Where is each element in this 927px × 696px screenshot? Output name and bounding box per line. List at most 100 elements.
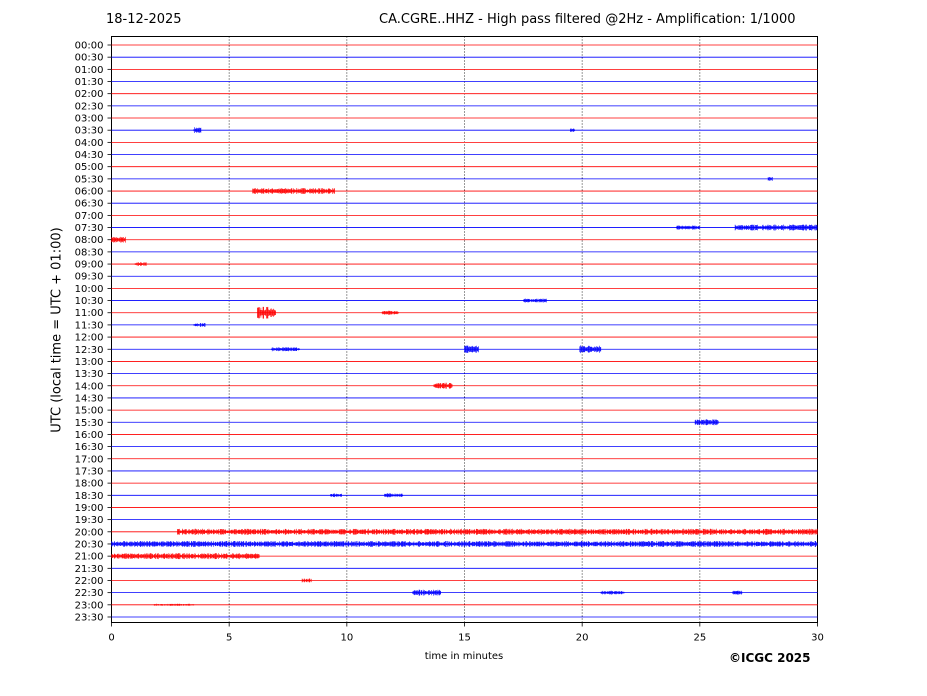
seismic-event <box>252 188 335 194</box>
y-tick-label: 02:00 <box>75 89 104 100</box>
trace-row <box>111 589 818 596</box>
trace-row <box>111 493 818 498</box>
y-tick-label: 22:00 <box>75 576 104 587</box>
y-tick-label: 01:00 <box>75 65 104 76</box>
y-tick-label: 11:30 <box>75 320 104 331</box>
trace-row <box>111 262 818 266</box>
y-tick-label: 17:30 <box>75 466 104 477</box>
trace-row <box>111 306 818 319</box>
seismic-event <box>412 589 441 596</box>
y-tick-label: 10:00 <box>75 284 104 295</box>
x-tick-labels: 0 5 10 15 20 25 30 <box>108 622 824 644</box>
trace-row <box>111 382 818 389</box>
y-tick-label: 19:30 <box>75 515 104 526</box>
seismic-event <box>330 493 342 498</box>
trace-row <box>111 603 818 606</box>
seismic-event <box>271 347 300 352</box>
y-tick-label: 08:30 <box>75 247 104 258</box>
y-tick-label: 03:30 <box>75 126 104 137</box>
y-tick-label: 21:00 <box>75 552 104 563</box>
y-tick-label: 21:30 <box>75 564 104 575</box>
y-tick-label: 02:30 <box>75 101 104 112</box>
y-tick-label: 06:30 <box>75 199 104 210</box>
seismic-event <box>767 177 773 181</box>
y-tick-label: 10:30 <box>75 296 104 307</box>
y-tick-label: 04:00 <box>75 138 104 149</box>
y-tick-label: 01:30 <box>75 77 104 88</box>
y-tick-label: 12:30 <box>75 345 104 356</box>
seismic-event <box>734 224 818 231</box>
date-label: 18-12-2025 <box>106 12 182 27</box>
y-tick-label: 09:00 <box>75 260 104 271</box>
y-tick-label: 20:30 <box>75 539 104 550</box>
y-tick-label: 18:00 <box>75 479 104 490</box>
trace-row <box>111 323 818 327</box>
seismic-event <box>600 590 625 595</box>
seismic-event <box>381 310 399 315</box>
x-tick-label: 15 <box>458 633 471 644</box>
seismic-event <box>694 419 719 426</box>
seismic-event <box>301 578 312 583</box>
y-tick-label: 19:00 <box>75 503 104 514</box>
y-tick-label: 00:30 <box>75 53 104 64</box>
trace-row <box>111 236 818 243</box>
seismic-event <box>676 225 700 230</box>
seismic-event <box>134 262 147 266</box>
y-tick-label: 07:30 <box>75 223 104 234</box>
x-tick-label: 30 <box>811 633 824 644</box>
seismic-event <box>579 345 602 354</box>
y-tick-label: 06:00 <box>75 187 104 198</box>
seismic-event <box>570 128 575 132</box>
y-tick-label: 16:30 <box>75 442 104 453</box>
seismic-event <box>464 345 479 353</box>
x-tick-label: 10 <box>340 633 353 644</box>
y-tick-label: 16:00 <box>75 430 104 441</box>
y-tick-label: 09:30 <box>75 272 104 283</box>
y-tick-label: 04:30 <box>75 150 104 161</box>
seismic-event <box>193 127 202 133</box>
y-tick-label: 08:00 <box>75 235 104 246</box>
y-tick-label: 05:30 <box>75 174 104 185</box>
y-tick-label: 15:30 <box>75 418 104 429</box>
y-tick-label: 14:00 <box>75 381 104 392</box>
trace-row <box>111 298 818 303</box>
trace-row <box>111 419 818 426</box>
seismic-event <box>153 603 195 606</box>
y-tick-label: 23:30 <box>75 612 104 623</box>
seismic-event <box>732 590 743 595</box>
trace-row <box>111 177 818 181</box>
seismic-event <box>523 298 547 303</box>
trace-row <box>111 188 818 194</box>
y-tick-label: 05:00 <box>75 162 104 173</box>
trace-row <box>111 553 818 560</box>
y-tick-label: 14:30 <box>75 393 104 404</box>
seismic-event <box>111 541 818 547</box>
y-tick-label: 03:00 <box>75 114 104 125</box>
x-tick-label: 20 <box>576 633 589 644</box>
chart-title: CA.CGRE..HHZ - High pass filtered @2Hz -… <box>379 12 796 27</box>
y-tick-label: 15:00 <box>75 406 104 417</box>
copyright-label: ©ICGC 2025 <box>729 651 811 665</box>
seismic-event <box>384 493 403 498</box>
x-tick-label: 0 <box>108 633 114 644</box>
y-tick-label: 23:00 <box>75 600 104 611</box>
y-tick-label: 07:00 <box>75 211 104 222</box>
y-tick-label: 13:30 <box>75 369 104 380</box>
y-tick-label: 13:00 <box>75 357 104 368</box>
y-tick-label: 17:00 <box>75 454 104 465</box>
y-tick-label: 12:00 <box>75 333 104 344</box>
y-axis-label: UTC (local time = UTC + 01:00) <box>49 227 65 433</box>
seismic-event <box>257 306 276 319</box>
trace-rows <box>111 44 818 618</box>
trace-row <box>111 345 818 354</box>
x-axis-label: time in minutes <box>424 651 504 662</box>
trace-row <box>111 528 818 535</box>
y-tick-label: 18:30 <box>75 491 104 502</box>
seismic-event <box>111 236 126 243</box>
y-tick-label: 22:30 <box>75 588 104 599</box>
trace-row <box>111 224 818 231</box>
x-tick-label: 25 <box>693 633 706 644</box>
grid-lines <box>228 36 701 623</box>
seismic-event <box>193 323 206 327</box>
